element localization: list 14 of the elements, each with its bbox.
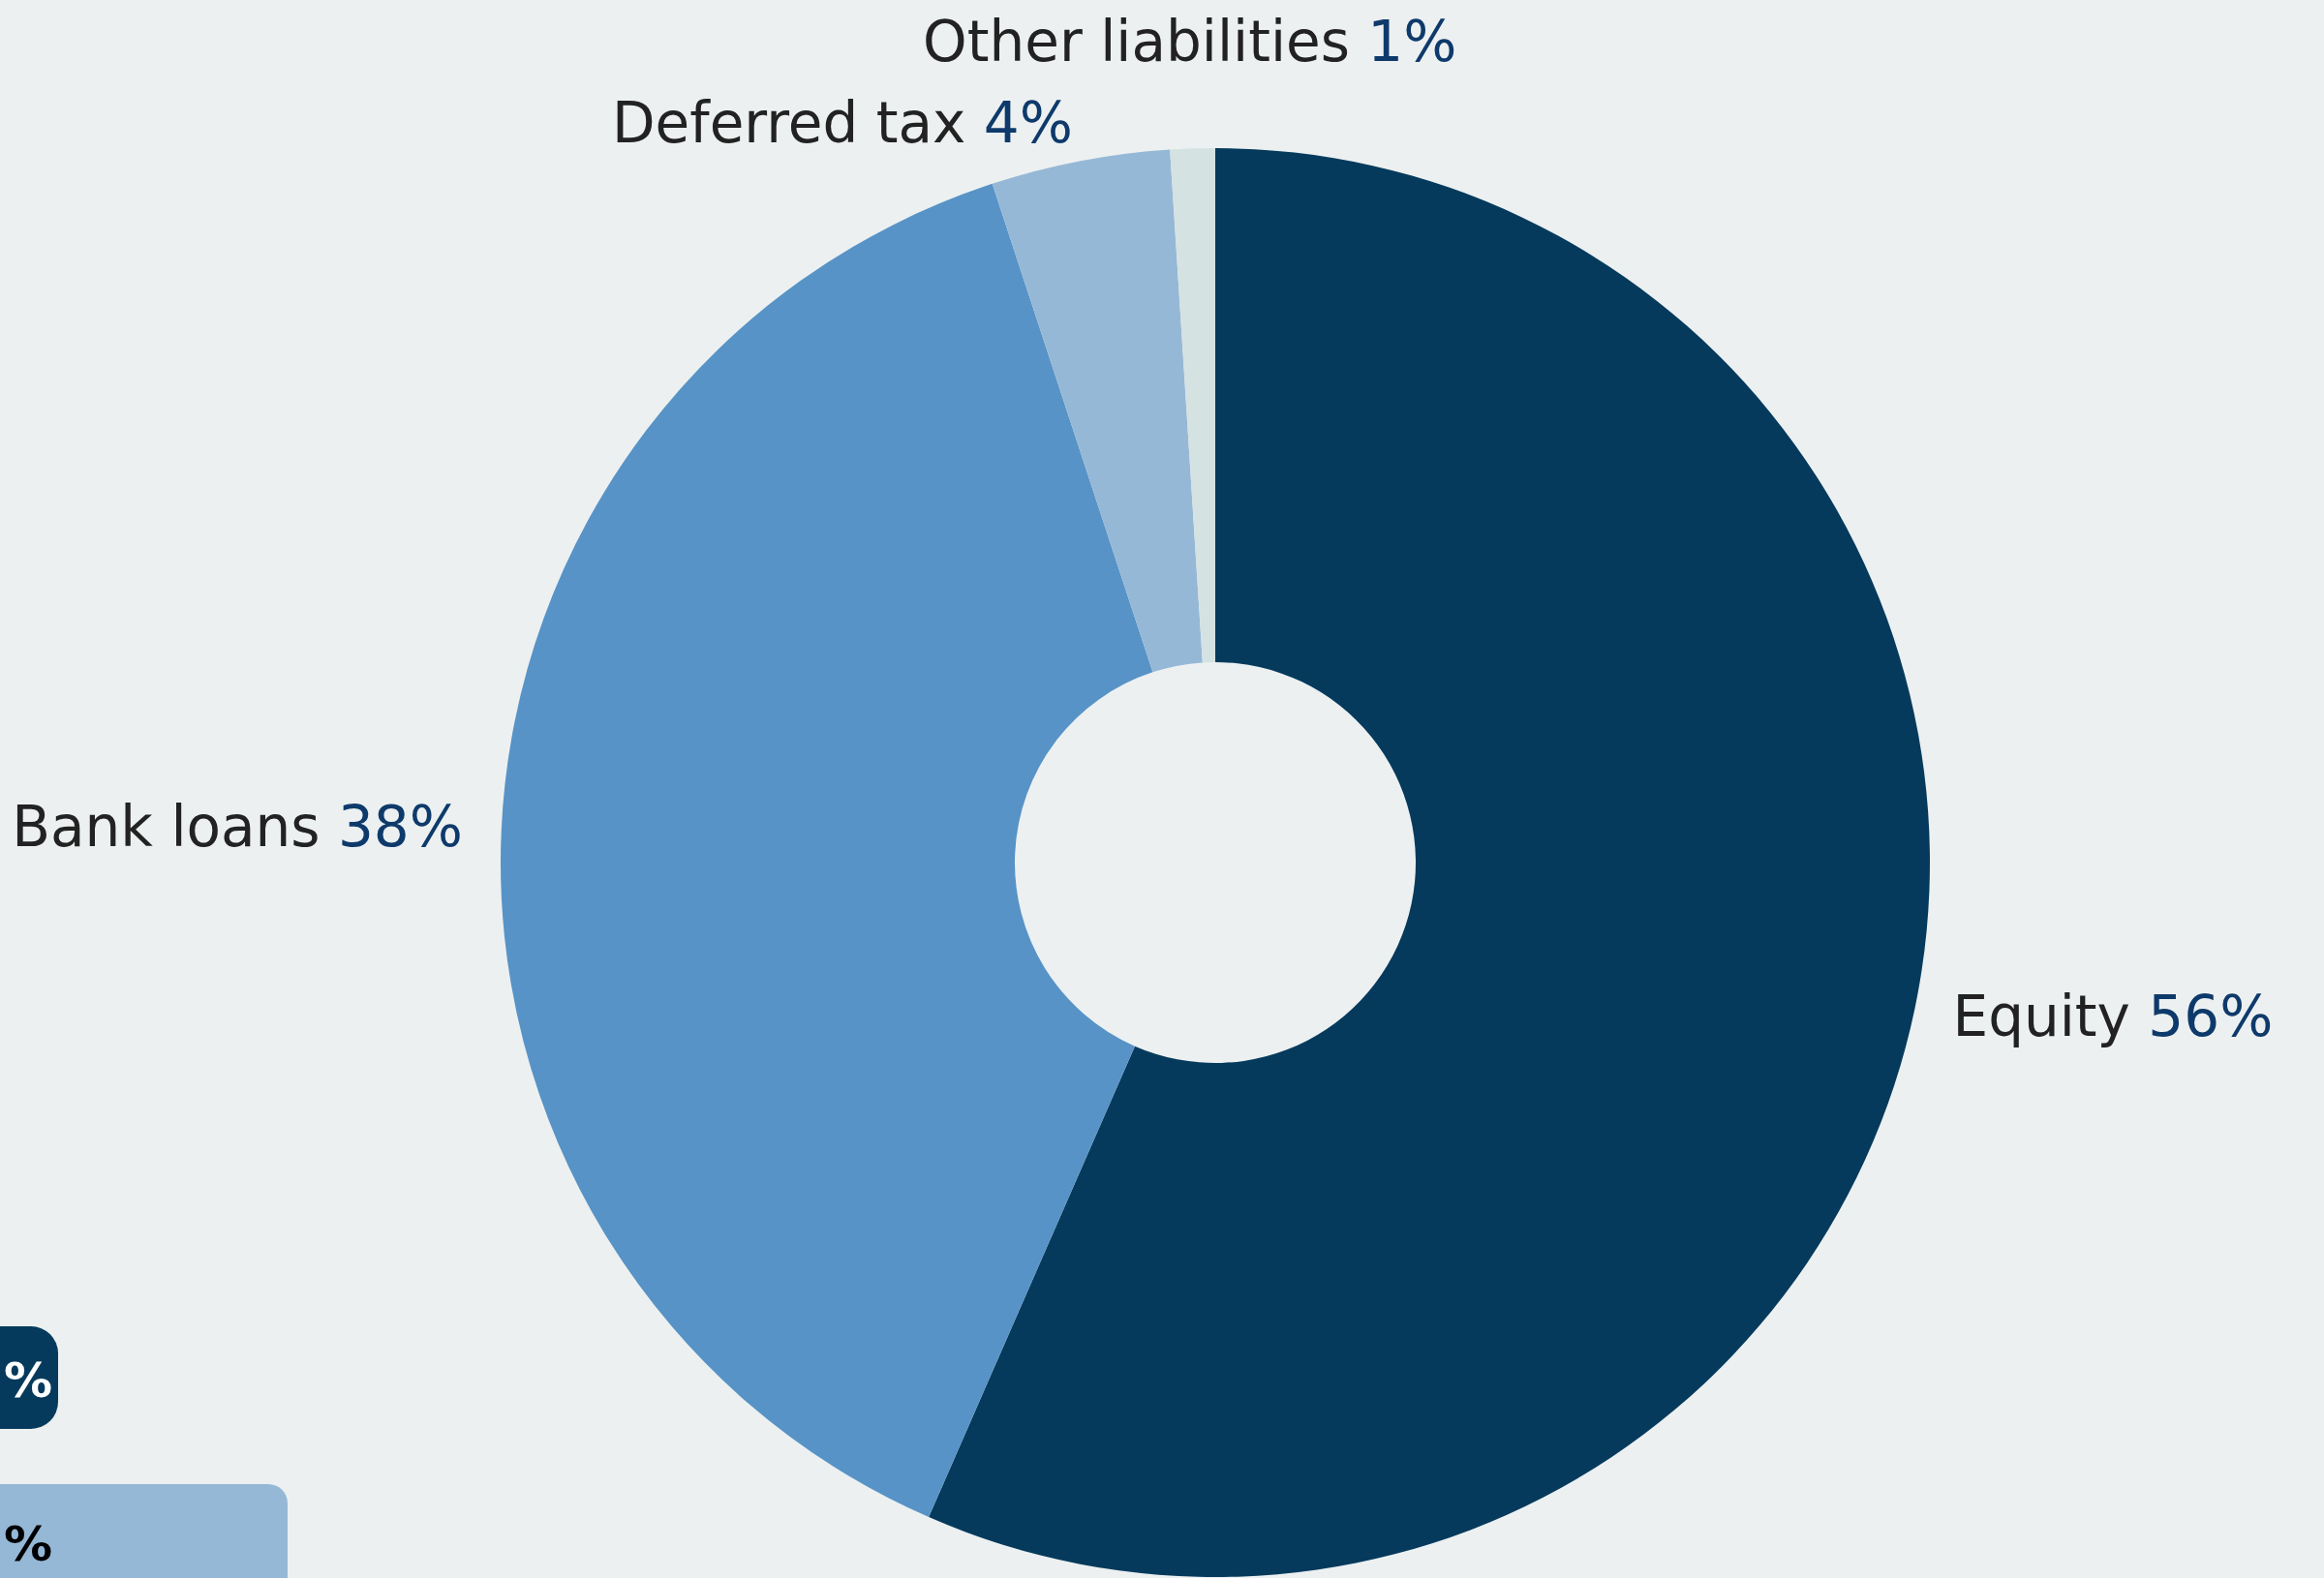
data-label: 38% — [320, 793, 463, 860]
donut-slice — [929, 148, 1930, 1577]
data-label: 56% — [2129, 984, 2274, 1050]
slice-label: Equity — [1952, 984, 2130, 1050]
donut-slice — [1170, 148, 1215, 663]
data-label: 4% — [965, 90, 1073, 157]
text: % — [4, 1516, 53, 1572]
slice-label: Other liabilities — [923, 9, 1350, 76]
donut-slice — [992, 149, 1203, 673]
text: % — [4, 1352, 53, 1409]
slice-label: Deferred tax — [611, 90, 966, 157]
donut-slice — [501, 183, 1153, 1518]
slice-label: Bank loans — [12, 793, 321, 860]
data-label: 1% — [1349, 9, 1457, 76]
